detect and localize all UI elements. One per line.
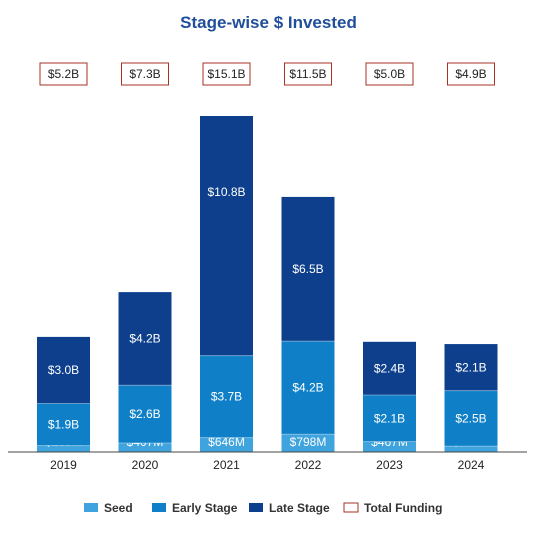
bars: $288M$1.9B$3.0B$407M$2.6B$4.2B$646M$3.7B… <box>37 116 498 452</box>
total-funding-box-2024 <box>447 62 495 86</box>
bar-early-stage-2020 <box>118 385 172 443</box>
legend-swatch-seed <box>84 503 98 512</box>
total-funding-label-2020: $7.3B <box>129 67 160 81</box>
bar-late-stage-2022 <box>281 196 335 342</box>
data-label-early-stage-2021: $3.7B <box>211 390 242 404</box>
data-label-early-stage-2022: $4.2B <box>292 381 323 395</box>
legend-label-seed: Seed <box>104 501 133 515</box>
data-label-late-stage-2022: $6.5B <box>292 262 323 276</box>
data-label-late-stage-2024: $2.1B <box>455 360 486 374</box>
total-funding-box-2022 <box>284 62 332 86</box>
bar-late-stage-2020 <box>118 292 172 386</box>
total-funding-label-2024: $4.9B <box>455 67 486 81</box>
bar-early-stage-2021 <box>200 355 253 438</box>
bar-late-stage-2023 <box>363 341 416 396</box>
legend-label-late-stage: Late Stage <box>269 501 330 515</box>
data-label-seed-2021: $646M <box>208 435 245 449</box>
legend-swatch-early-stage <box>152 503 166 512</box>
legend-label-early-stage: Early Stage <box>172 501 238 515</box>
bar-early-stage-2019 <box>37 403 90 446</box>
bar-seed-2023 <box>363 441 416 452</box>
chart-title: Stage-wise $ Invested <box>180 13 357 32</box>
data-label-seed-2022: $798M <box>290 435 327 449</box>
total-funding-label-2021: $15.1B <box>207 67 245 81</box>
x-tick-label-2022: 2022 <box>295 458 322 472</box>
bar-late-stage-2019 <box>37 336 90 404</box>
bar-seed-2022 <box>281 434 335 452</box>
data-label-late-stage-2021: $10.8B <box>207 185 245 199</box>
total-funding-box-2020 <box>121 62 169 86</box>
bar-early-stage-2024 <box>444 390 498 447</box>
x-tick-label-2019: 2019 <box>50 458 77 472</box>
x-tick-label-2021: 2021 <box>213 458 240 472</box>
bar-seed-2020 <box>118 442 172 452</box>
data-label-early-stage-2020: $2.6B <box>129 407 160 421</box>
legend-label-total-funding: Total Funding <box>364 501 442 515</box>
x-tick-label-2024: 2024 <box>458 458 485 472</box>
bar-late-stage-2024 <box>444 344 498 391</box>
data-label-early-stage-2023: $2.1B <box>374 411 405 425</box>
data-label-early-stage-2019: $1.9B <box>48 418 79 432</box>
x-tick-label-2020: 2020 <box>132 458 159 472</box>
total-funding-box-2019 <box>39 62 88 86</box>
total-funding-box-2023 <box>365 62 414 86</box>
bar-early-stage-2023 <box>363 395 416 442</box>
data-label-late-stage-2019: $3.0B <box>48 363 79 377</box>
data-label-late-stage-2020: $4.2B <box>129 332 160 346</box>
x-tick-label-2023: 2023 <box>376 458 403 472</box>
legend-swatch-late-stage <box>249 503 263 512</box>
data-label-early-stage-2024: $2.5B <box>455 411 486 425</box>
legend: Seed Early Stage Late Stage Total Funding <box>84 501 442 515</box>
bar-seed-2021 <box>200 437 253 452</box>
legend-swatch-total-funding <box>343 502 359 513</box>
bar-seed-2019 <box>37 445 90 452</box>
bar-late-stage-2021 <box>200 116 253 356</box>
total-funding-boxes: $5.2B $7.3B $15.1B $11.5B $5.0B $4.9B <box>39 62 495 86</box>
total-funding-label-2019: $5.2B <box>48 67 79 81</box>
bar-early-stage-2022 <box>281 341 335 435</box>
total-funding-box-2021 <box>202 62 251 86</box>
total-funding-label-2023: $5.0B <box>374 67 405 81</box>
bar-seed-2024 <box>444 446 498 452</box>
x-axis-ticks: 2019 2020 2021 2022 2023 2024 <box>50 458 485 472</box>
total-funding-label-2022: $11.5B <box>289 67 326 81</box>
data-label-late-stage-2023: $2.4B <box>374 361 405 375</box>
